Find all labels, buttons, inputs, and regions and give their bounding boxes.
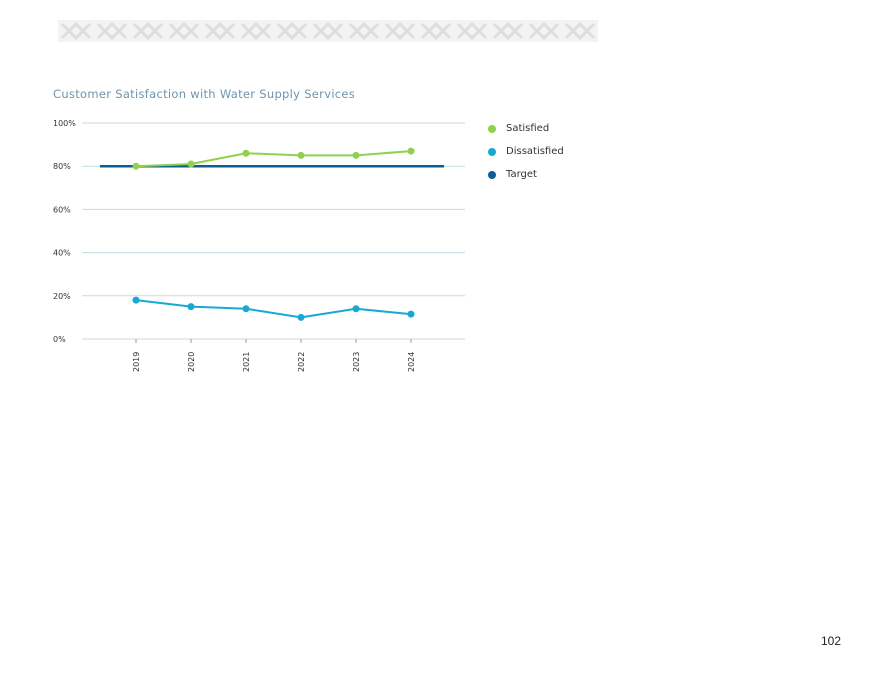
banner-motif: [60, 21, 92, 40]
x-axis-tick-labels: 2019 2020 2021 2022 2023 2024: [132, 339, 416, 372]
banner-motif: [168, 22, 200, 41]
legend-label: Satisfied: [506, 123, 550, 134]
legend-item-satisfied: Satisfied: [488, 117, 564, 140]
x-tick-label: 2023: [352, 352, 361, 372]
banner-motif: [132, 22, 164, 41]
y-tick-label: 60%: [53, 205, 71, 214]
legend-marker-dissatisfied: [488, 147, 496, 156]
x-tick-label: 2022: [297, 352, 306, 372]
data-point-dissatisfied: [132, 296, 140, 304]
decorative-pattern-banner: [58, 20, 598, 42]
banner-motif: [96, 21, 128, 40]
banner-motif: [528, 21, 560, 40]
y-axis-tick-labels: 0% 20% 40% 60% 80% 100%: [53, 119, 76, 344]
banner-motif: [168, 21, 200, 40]
chart-legend: Satisfied Dissatisfied Target: [488, 117, 564, 186]
banner-motif: [276, 21, 308, 40]
legend-marker-target: [488, 170, 496, 179]
page-number: 102: [821, 634, 842, 648]
banner-motif: [240, 21, 272, 40]
y-tick-label: 100%: [53, 119, 76, 128]
banner-motif: [420, 21, 452, 40]
data-point-satisfied: [407, 147, 415, 155]
banner-motif: [204, 21, 236, 40]
chart-title: Customer Satisfaction with Water Supply …: [53, 87, 356, 101]
data-point-satisfied: [187, 160, 195, 168]
legend-item-target: Target: [488, 163, 564, 186]
banner-motif: [384, 22, 416, 41]
data-point-dissatisfied: [242, 305, 250, 313]
banner-motif: [528, 22, 560, 41]
legend-label: Target: [506, 169, 537, 180]
banner-motif: [420, 22, 452, 41]
y-tick-label: 0%: [53, 335, 66, 344]
x-tick-label: 2024: [407, 352, 416, 372]
series-line-satisfied: [135, 150, 412, 168]
x-tick-label: 2021: [242, 352, 251, 372]
banner-motif: [348, 21, 380, 40]
banner-motif: [312, 21, 344, 40]
gridlines: [82, 122, 465, 340]
legend-item-dissatisfied: Dissatisfied: [488, 140, 564, 163]
y-tick-label: 40%: [53, 249, 71, 258]
x-tick-label: 2019: [132, 352, 141, 372]
banner-motif: [60, 22, 92, 41]
banner-motif: [564, 21, 596, 40]
banner-motif: [204, 22, 236, 41]
data-point-satisfied: [132, 162, 140, 170]
banner-motif: [96, 22, 128, 41]
legend-label: Dissatisfied: [506, 146, 564, 157]
banner-motif: [456, 21, 488, 40]
banner-motif: [456, 22, 488, 41]
x-tick-label: 2020: [187, 352, 196, 372]
banner-motif: [312, 22, 344, 41]
banner-motif: [240, 22, 272, 41]
banner-motif: [564, 22, 596, 41]
banner-motif: [276, 22, 308, 41]
data-point-satisfied: [297, 151, 305, 159]
legend-marker-satisfied: [488, 124, 496, 133]
data-point-dissatisfied: [352, 305, 360, 313]
y-tick-label: 20%: [53, 292, 71, 301]
series-line-dissatisfied: [135, 299, 412, 319]
data-point-satisfied: [352, 151, 360, 159]
data-point-dissatisfied: [187, 303, 195, 311]
banner-motif: [384, 21, 416, 40]
banner-motif: [132, 21, 164, 40]
banner-motif: [492, 22, 524, 41]
data-point-dissatisfied: [297, 313, 305, 321]
banner-motif: [492, 21, 524, 40]
data-point-dissatisfied: [407, 310, 415, 318]
banner-motif: [348, 22, 380, 41]
data-point-satisfied: [242, 149, 250, 157]
series-lines: [100, 147, 444, 321]
y-tick-label: 80%: [53, 162, 71, 171]
